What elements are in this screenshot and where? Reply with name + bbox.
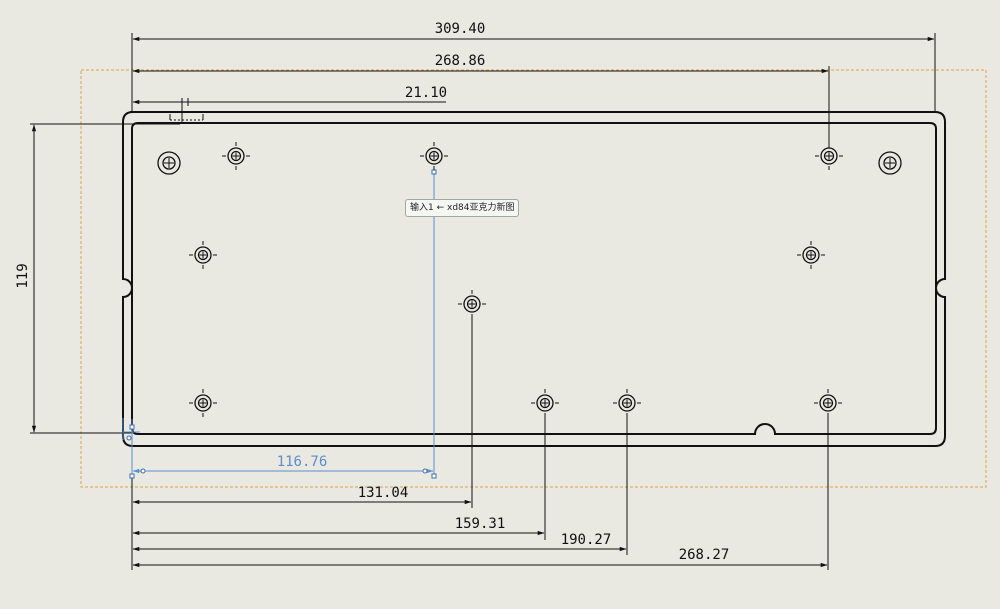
- dim-text-left-hole[interactable]: 21.10: [405, 85, 447, 101]
- dim-text-center-hole[interactable]: 131.04: [358, 485, 409, 501]
- dim-text-right-holes[interactable]: 268.86: [435, 53, 486, 69]
- dim-text-hole-c[interactable]: 268.27: [679, 547, 730, 563]
- bounding-box: [80, 69, 987, 488]
- mounting-hole[interactable]: [189, 241, 217, 269]
- selection-handles[interactable]: [126, 169, 437, 479]
- mounting-hole[interactable]: [814, 389, 842, 417]
- dim-text-height[interactable]: 119: [15, 263, 31, 288]
- mounting-hole[interactable]: [613, 389, 641, 417]
- plate-inner-outline[interactable]: [131, 122, 937, 435]
- mounting-hole[interactable]: [797, 241, 825, 269]
- plate-outer-outline[interactable]: [122, 111, 946, 447]
- dim-text-selected[interactable]: 116.76: [277, 454, 328, 470]
- dim-text-hole-b[interactable]: 190.27: [561, 532, 612, 548]
- mounting-hole[interactable]: [815, 142, 843, 170]
- mounting-hole[interactable]: [189, 389, 217, 417]
- mounting-hole[interactable]: [458, 290, 486, 318]
- corner-hole[interactable]: [878, 151, 902, 175]
- mounting-hole[interactable]: [222, 142, 250, 170]
- mounting-hole[interactable]: [531, 389, 559, 417]
- corner-hole[interactable]: [157, 151, 181, 175]
- dim-text-overall-width[interactable]: 309.40: [435, 21, 486, 37]
- construction-mark: [169, 98, 204, 121]
- holes-group: [157, 142, 902, 417]
- mounting-hole[interactable]: [420, 142, 448, 170]
- selected-sketch-geometry[interactable]: [122, 172, 435, 476]
- sketch-tooltip: 输入1 ← xd84亚克力新图: [405, 199, 520, 217]
- extension-lines: [30, 33, 936, 570]
- dim-text-hole-a[interactable]: 159.31: [455, 516, 506, 532]
